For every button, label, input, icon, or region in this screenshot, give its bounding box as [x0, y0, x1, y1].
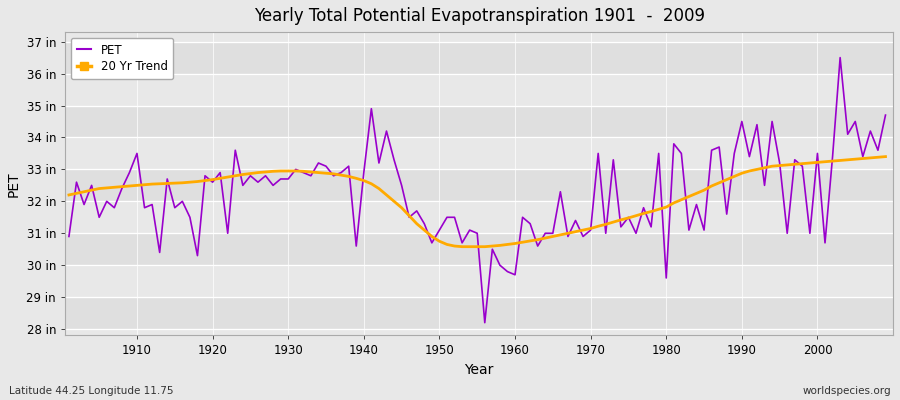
Text: Latitude 44.25 Longitude 11.75: Latitude 44.25 Longitude 11.75: [9, 386, 174, 396]
Text: worldspecies.org: worldspecies.org: [803, 386, 891, 396]
Bar: [65, 169, 893, 201]
Bar: [65, 297, 893, 329]
Bar: [65, 201, 893, 233]
Bar: [65, 106, 893, 138]
Title: Yearly Total Potential Evapotranspiration 1901  -  2009: Yearly Total Potential Evapotranspiratio…: [254, 7, 705, 25]
Legend: PET, 20 Yr Trend: PET, 20 Yr Trend: [71, 38, 174, 79]
Bar: [65, 233, 893, 265]
Bar: [65, 265, 893, 297]
Bar: [65, 138, 893, 169]
X-axis label: Year: Year: [464, 363, 494, 377]
Y-axis label: PET: PET: [7, 171, 21, 196]
Bar: [65, 74, 893, 106]
Bar: [65, 42, 893, 74]
